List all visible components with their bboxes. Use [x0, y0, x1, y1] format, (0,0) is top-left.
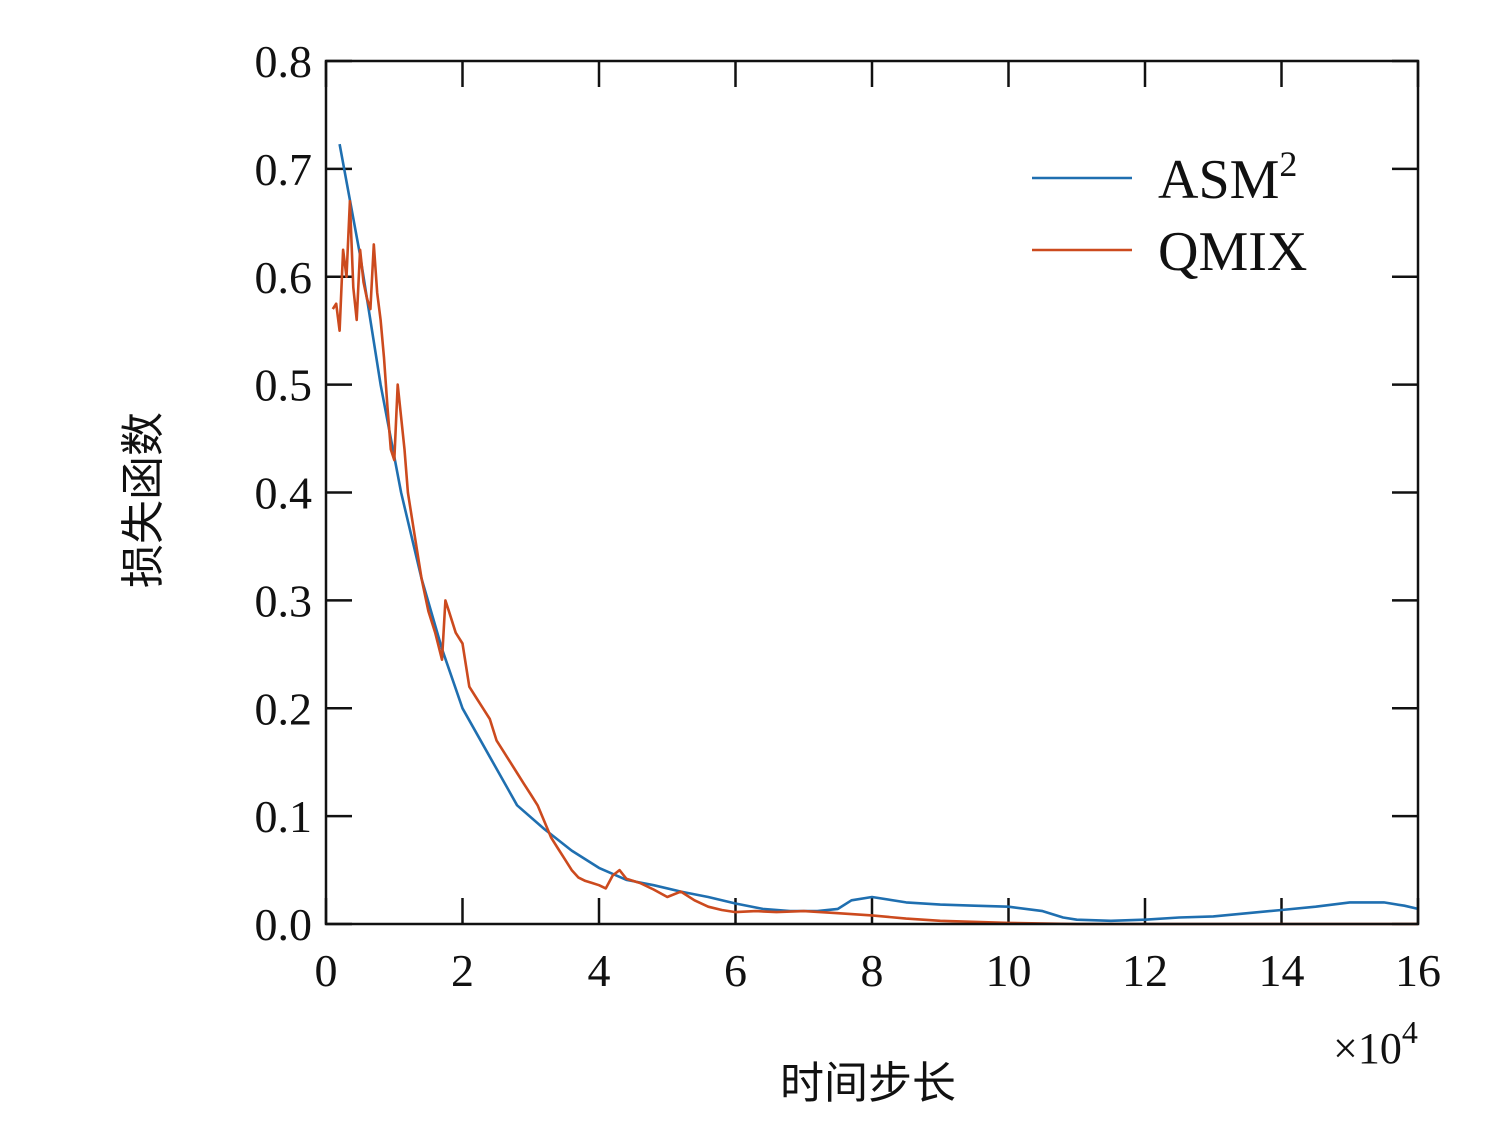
x-tick-label: 16 — [1395, 945, 1441, 996]
legend-label-text: ASM — [1158, 149, 1279, 211]
x-axis-multiplier-exponent: 4 — [1402, 1014, 1418, 1050]
legend-label-text: QMIX — [1158, 221, 1307, 283]
y-tick-label: 0.8 — [255, 36, 313, 87]
legend-label-asm2: ASM2 — [1158, 144, 1297, 211]
x-tick-label: 4 — [588, 945, 611, 996]
y-tick-label: 0.4 — [255, 468, 313, 519]
x-tick-label: 14 — [1259, 945, 1305, 996]
series-line-qmix — [331, 199, 1418, 926]
y-tick-label: 0.0 — [255, 899, 313, 950]
y-tick-label: 0.2 — [255, 683, 313, 734]
y-axis-title: 损失函数 — [119, 412, 168, 588]
y-tick-label: 0.6 — [255, 252, 313, 303]
x-axis-title: 时间步长 — [780, 1059, 956, 1108]
x-axis-multiplier-base: ×10 — [1333, 1024, 1402, 1073]
x-axis-multiplier: ×104 — [1333, 1014, 1418, 1073]
y-tick-label: 0.1 — [255, 791, 313, 842]
legend-label-superscript: 2 — [1279, 144, 1297, 184]
x-tick-label: 2 — [451, 945, 474, 996]
x-tick-label: 10 — [986, 945, 1032, 996]
x-tick-label: 0 — [315, 945, 338, 996]
plot-frame — [324, 59, 1420, 926]
x-tick-label: 6 — [724, 945, 747, 996]
y-tick-label: 0.5 — [255, 360, 313, 411]
x-tick-label: 12 — [1122, 945, 1168, 996]
y-tick-label: 0.7 — [255, 144, 313, 195]
legend-label-qmix: QMIX — [1158, 221, 1307, 283]
series-line-asm2 — [338, 143, 1419, 923]
x-tick-label: 8 — [861, 945, 884, 996]
y-tick-label: 0.3 — [255, 575, 313, 626]
legend: ASM2 QMIX — [1032, 144, 1307, 283]
